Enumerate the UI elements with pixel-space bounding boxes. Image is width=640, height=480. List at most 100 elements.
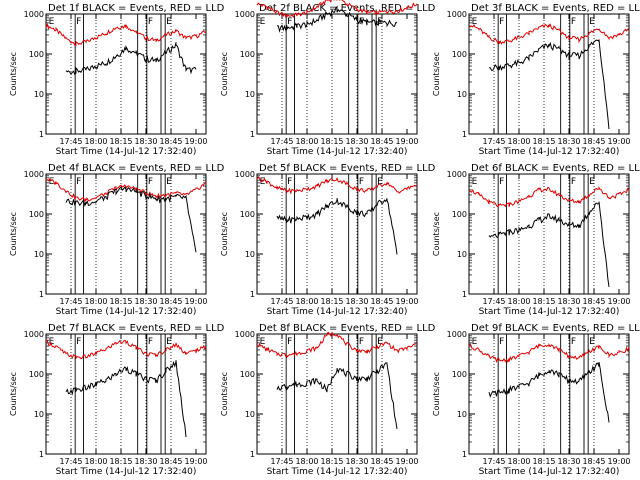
panel-title: Det 6f BLACK = Events, RED = LLD — [471, 163, 640, 174]
flag-marker: F — [571, 337, 576, 347]
flag-marker: F — [148, 337, 153, 347]
panel-det-9f: Det 9f BLACK = Events, RED = LLD E F F E 1 10 1… — [432, 323, 640, 477]
y-tick-label: 10 — [245, 410, 255, 419]
x-tick-label: 18:30 — [134, 457, 157, 466]
plot-frame — [468, 173, 630, 295]
panel-det-1f: Det 1f BLACK = Events, RED = LLD E F F E 1 10 1… — [9, 3, 225, 157]
y-tick-label: 1000 — [24, 10, 44, 19]
x-tick-label: 17:45 — [270, 137, 293, 146]
x-tick-label: 18:00 — [295, 457, 318, 466]
x-tick-label: 18:30 — [557, 137, 580, 146]
x-tick-label: 18:30 — [134, 137, 157, 146]
x-tick-label: 18:45 — [370, 457, 393, 466]
flag-marker: F — [499, 337, 504, 347]
x-tick-label: 19:00 — [184, 457, 207, 466]
plot-frame — [468, 13, 630, 135]
x-tick-label: 18:15 — [109, 137, 132, 146]
flag-marker: E — [166, 17, 172, 27]
x-tick-label: 18:30 — [557, 457, 580, 466]
y-axis-label: Counts/sec — [9, 372, 18, 416]
event-rate-line — [65, 360, 187, 438]
x-tick-label: 17:45 — [482, 297, 505, 306]
y-axis-label: Counts/sec — [220, 212, 229, 256]
y-tick-label: 10 — [245, 90, 255, 99]
x-tick-label: 18:15 — [320, 457, 343, 466]
panel-title: Det 4f BLACK = Events, RED = LLD — [48, 163, 225, 174]
flag-marker: F — [76, 177, 81, 187]
flag-marker: F — [571, 17, 576, 27]
x-tick-label: 18:00 — [507, 457, 530, 466]
y-axis-label: Counts/sec — [220, 52, 229, 96]
x-tick-label: 18:15 — [532, 297, 555, 306]
y-tick-label: 100 — [452, 370, 467, 379]
y-tick-label: 1 — [250, 450, 255, 459]
y-tick-label: 100 — [29, 370, 44, 379]
panel-det-4f: Det 4f BLACK = Events, RED = LLD E F F E 1 10 1… — [9, 163, 225, 317]
event-rate-line — [488, 362, 610, 423]
y-tick-label: 1000 — [235, 170, 255, 179]
x-tick-label: 18:15 — [532, 457, 555, 466]
x-tick-label: 18:45 — [159, 457, 182, 466]
flag-marker: E — [472, 177, 478, 187]
x-tick-label: 18:45 — [582, 297, 605, 306]
lld-rate-line — [468, 23, 630, 45]
y-tick-label: 10 — [457, 90, 467, 99]
y-tick-label: 10 — [34, 90, 44, 99]
x-tick-label: 19:00 — [607, 137, 630, 146]
x-axis-label: Start Time (14-Jul-12 17:32:40) — [56, 307, 197, 317]
y-tick-label: 1 — [39, 130, 44, 139]
x-tick-label: 17:45 — [270, 297, 293, 306]
flag-marker: E — [49, 17, 55, 27]
x-tick-label: 18:00 — [84, 137, 107, 146]
y-tick-label: 10 — [245, 250, 255, 259]
y-tick-label: 1000 — [24, 170, 44, 179]
y-tick-label: 1 — [250, 130, 255, 139]
y-tick-label: 1000 — [24, 330, 44, 339]
event-rate-line — [65, 186, 197, 253]
x-tick-label: 18:30 — [345, 137, 368, 146]
panel-title: Det 5f BLACK = Events, RED = LLD — [259, 163, 436, 174]
y-tick-label: 10 — [457, 250, 467, 259]
x-tick-label: 18:45 — [159, 137, 182, 146]
y-tick-label: 10 — [34, 250, 44, 259]
x-tick-label: 18:00 — [84, 297, 107, 306]
plot-frame — [256, 333, 418, 455]
x-axis-label: Start Time (14-Jul-12 17:32:40) — [479, 307, 620, 317]
y-tick-label: 100 — [452, 50, 467, 59]
x-tick-label: 17:45 — [59, 137, 82, 146]
x-tick-label: 18:15 — [320, 297, 343, 306]
panel-title: Det 7f BLACK = Events, RED = LLD — [48, 323, 225, 334]
x-tick-label: 19:00 — [607, 297, 630, 306]
y-tick-label: 1 — [250, 290, 255, 299]
flag-marker: E — [472, 337, 478, 347]
event-rate-line — [276, 362, 398, 430]
panel-det-5f: Det 5f BLACK = Events, RED = LLD E F F E 1 10 1… — [220, 163, 436, 317]
x-tick-label: 18:45 — [159, 297, 182, 306]
y-axis-label: Counts/sec — [432, 212, 441, 256]
plot-frame — [45, 333, 207, 455]
x-tick-label: 18:15 — [109, 297, 132, 306]
flag-marker: E — [260, 17, 266, 27]
y-tick-label: 1000 — [447, 10, 467, 19]
plot-frame — [468, 333, 630, 455]
x-tick-label: 17:45 — [59, 457, 82, 466]
x-axis-label: Start Time (14-Jul-12 17:32:40) — [267, 467, 408, 477]
panel-title: Det 2f BLACK = Events, RED = LLD — [259, 3, 436, 14]
event-rate-line — [276, 5, 398, 33]
x-tick-label: 19:00 — [607, 457, 630, 466]
y-tick-label: 100 — [29, 210, 44, 219]
flag-marker: F — [359, 337, 364, 347]
x-axis-label: Start Time (14-Jul-12 17:32:40) — [56, 467, 197, 477]
flag-marker: E — [166, 177, 172, 187]
x-tick-label: 17:45 — [270, 457, 293, 466]
flag-marker: F — [499, 177, 504, 187]
x-tick-label: 19:00 — [184, 297, 207, 306]
y-axis-label: Counts/sec — [9, 212, 18, 256]
y-tick-label: 100 — [29, 50, 44, 59]
x-tick-label: 18:00 — [84, 457, 107, 466]
flag-marker: E — [49, 177, 55, 187]
panel-det-8f: Det 8f BLACK = Events, RED = LLD E F F E 1 10 1… — [220, 323, 436, 477]
y-axis-label: Counts/sec — [220, 372, 229, 416]
lld-rate-line — [256, 331, 418, 359]
